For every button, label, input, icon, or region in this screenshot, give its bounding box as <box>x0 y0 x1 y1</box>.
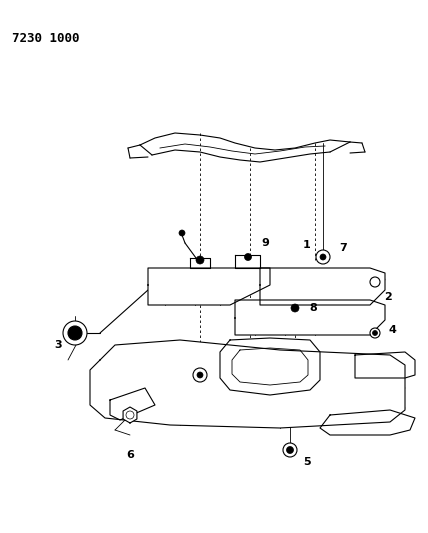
Circle shape <box>291 304 299 312</box>
Circle shape <box>244 254 252 261</box>
Polygon shape <box>148 268 270 305</box>
Text: 2: 2 <box>384 292 392 302</box>
Polygon shape <box>320 410 415 435</box>
Text: 7230 1000: 7230 1000 <box>12 32 80 45</box>
Circle shape <box>320 254 326 260</box>
Text: 5: 5 <box>303 457 311 467</box>
Text: 3: 3 <box>54 340 62 350</box>
Circle shape <box>370 328 380 338</box>
Polygon shape <box>232 348 308 385</box>
Circle shape <box>286 447 294 454</box>
Polygon shape <box>110 388 155 420</box>
Circle shape <box>196 256 204 264</box>
Polygon shape <box>235 300 385 335</box>
Polygon shape <box>235 255 260 268</box>
Circle shape <box>283 443 297 457</box>
Text: 6: 6 <box>126 450 134 460</box>
Polygon shape <box>123 407 137 423</box>
Circle shape <box>68 326 82 340</box>
Circle shape <box>63 321 87 345</box>
Text: 7: 7 <box>339 243 347 253</box>
Polygon shape <box>220 338 320 395</box>
Text: 8: 8 <box>309 303 317 313</box>
Polygon shape <box>355 352 415 378</box>
Polygon shape <box>190 258 210 268</box>
Circle shape <box>193 368 207 382</box>
Text: 1: 1 <box>303 240 311 250</box>
Circle shape <box>316 250 330 264</box>
Polygon shape <box>90 340 405 428</box>
Polygon shape <box>260 268 385 305</box>
Text: 4: 4 <box>388 325 396 335</box>
Circle shape <box>126 411 134 419</box>
Circle shape <box>197 372 203 378</box>
Text: 9: 9 <box>261 238 269 248</box>
Circle shape <box>179 230 185 236</box>
Circle shape <box>370 277 380 287</box>
Circle shape <box>372 330 377 335</box>
